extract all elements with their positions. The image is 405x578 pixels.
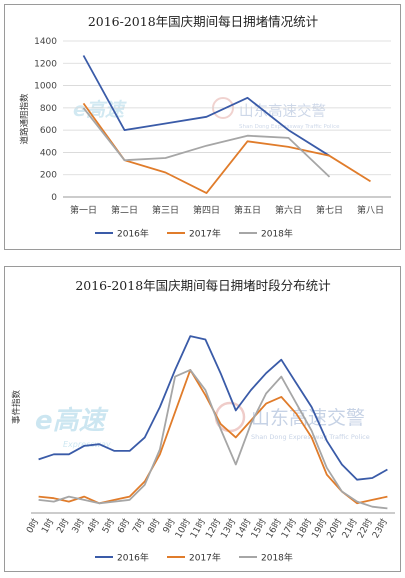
x-tick-label: 7时 bbox=[130, 517, 148, 536]
x-tick-label: 第八日 bbox=[357, 204, 384, 216]
legend-label-2: 2018年 bbox=[261, 552, 293, 564]
x-tick-label: 第五日 bbox=[234, 204, 261, 216]
y-tick-label: 1000 bbox=[34, 82, 57, 92]
x-tick-label: 2时 bbox=[54, 517, 72, 536]
watermarks: e高速 山东高速交警 Shan Dong Expressway Traffic … bbox=[73, 97, 340, 130]
x-tick-label: 第七日 bbox=[316, 204, 343, 216]
y-tick-label: 400 bbox=[40, 148, 57, 158]
y-axis-label: 事件指数 bbox=[11, 390, 22, 425]
legend-label-0: 2016年 bbox=[117, 228, 149, 240]
y-tick-label: 0 bbox=[51, 193, 57, 203]
x-tick-label: 5时 bbox=[99, 517, 117, 536]
x-tick-label: 4时 bbox=[84, 517, 102, 536]
y-tick-label: 1200 bbox=[34, 59, 57, 69]
y-axis-label: 道路通阻指数 bbox=[19, 93, 30, 145]
series-line-2 bbox=[38, 369, 388, 510]
series-line-1 bbox=[82, 102, 371, 195]
legend-label-1: 2017年 bbox=[189, 552, 221, 564]
e-gaosu-watermark: e高速 bbox=[73, 99, 127, 121]
y-tick-label: 600 bbox=[40, 126, 57, 136]
x-tick-label: 6时 bbox=[114, 517, 132, 536]
hourly-congestion-chart: 2016-2018年国庆期间每日拥堵时段分布统计 e高速 Expressway … bbox=[11, 278, 395, 564]
police-watermark-text: 山东高速交警 bbox=[239, 102, 326, 120]
x-tick-label: 1时 bbox=[39, 517, 57, 536]
x-tick-label: 0时 bbox=[23, 517, 41, 536]
y-tick-label: 1400 bbox=[34, 37, 57, 47]
chart-title: 2016-2018年国庆期间每日拥堵时段分布统计 bbox=[75, 278, 330, 293]
x-tick-label: 第六日 bbox=[275, 204, 302, 216]
e-gaosu-watermark-text: e高速 bbox=[73, 99, 127, 121]
e-gaosu-watermark: e高速 Expressway bbox=[35, 406, 111, 449]
legend-label-1: 2017年 bbox=[189, 228, 221, 240]
y-tick-label: 800 bbox=[40, 104, 57, 114]
x-tick-label: 8时 bbox=[145, 517, 163, 536]
legend-label-0: 2016年 bbox=[117, 552, 149, 564]
hourly-congestion-chart-panel: 2016-2018年国庆期间每日拥堵时段分布统计 e高速 Expressway … bbox=[4, 266, 401, 572]
e-gaosu-watermark-text: e高速 bbox=[35, 406, 109, 436]
police-watermark-subtext: Shan Dong Expressway Traffic Police bbox=[239, 124, 340, 130]
daily-congestion-chart: 2016-2018年国庆期间每日拥堵情况统计 e高速 山东高速交警 Shan D… bbox=[19, 14, 391, 240]
daily-congestion-chart-panel: 2016-2018年国庆期间每日拥堵情况统计 e高速 山东高速交警 Shan D… bbox=[4, 4, 401, 250]
x-tick-label: 第四日 bbox=[193, 204, 220, 216]
x-tick-label: 23时 bbox=[369, 517, 390, 541]
x-tick-label: 3时 bbox=[69, 517, 87, 536]
series-line-0 bbox=[38, 335, 388, 481]
series-line-0 bbox=[82, 55, 330, 157]
x-tick-label: 第二日 bbox=[111, 204, 138, 216]
police-watermark-text: 山东高速交警 bbox=[251, 407, 365, 429]
legend-label-2: 2018年 bbox=[261, 228, 293, 240]
y-tick-label: 200 bbox=[40, 171, 57, 181]
series-line-2 bbox=[82, 107, 331, 178]
e-gaosu-watermark-subtext: Expressway bbox=[63, 440, 111, 449]
police-watermark: 山东高速交警 Shan Dong Expressway Traffic Poli… bbox=[212, 97, 340, 130]
chart-title: 2016-2018年国庆期间每日拥堵情况统计 bbox=[88, 14, 318, 29]
x-tick-label: 第一日 bbox=[70, 204, 97, 216]
x-tick-label: 第三日 bbox=[152, 204, 179, 216]
